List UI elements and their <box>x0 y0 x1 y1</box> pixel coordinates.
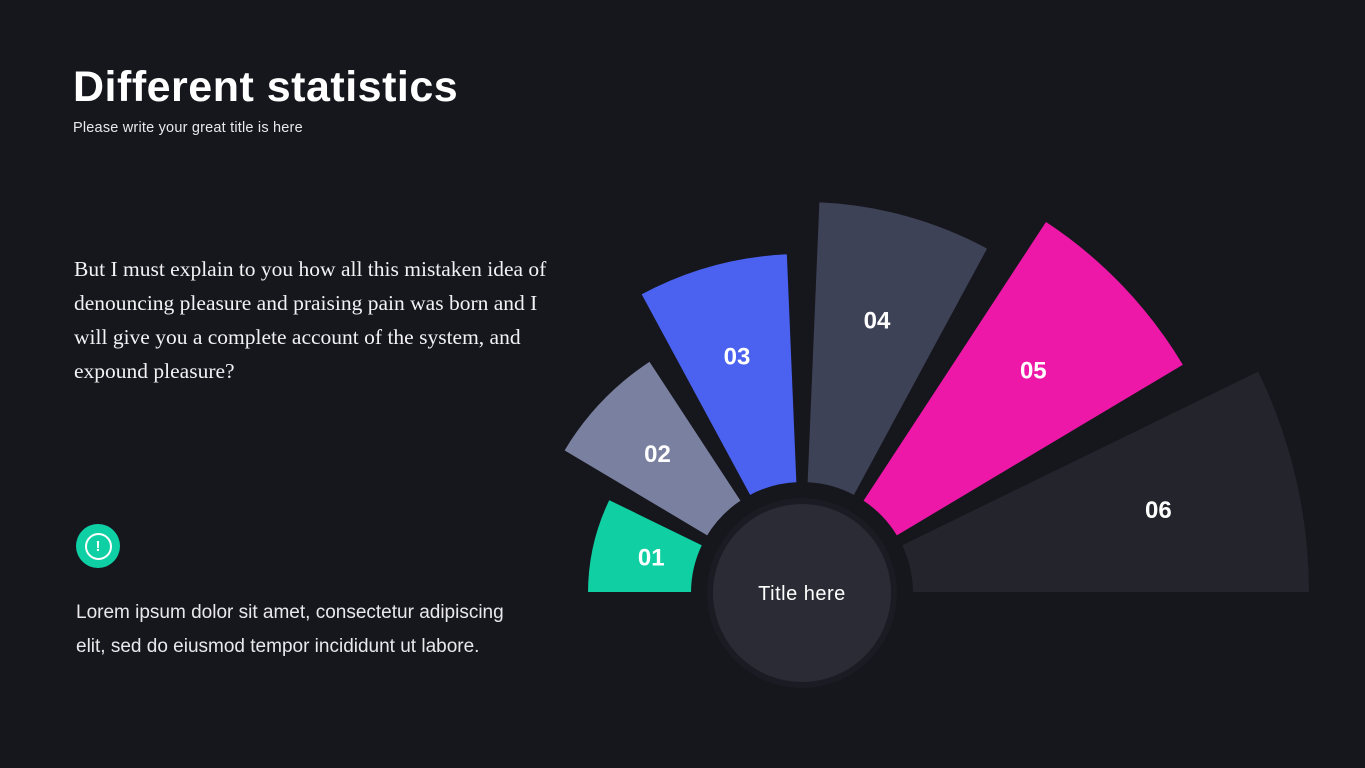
segment-04-label: 04 <box>864 307 891 334</box>
segment-01-wedge <box>585 497 705 594</box>
header: Different statistics Please write your g… <box>73 63 459 137</box>
segment-05-label: 05 <box>1020 358 1047 385</box>
page-subtitle: Please write your great title is here <box>73 120 303 137</box>
note-paragraph: Lorem ipsum dolor sit amet, consectetur … <box>76 602 504 657</box>
center-title: Title here <box>758 583 846 605</box>
body-paragraph: But I must explain to you how all this m… <box>74 257 547 383</box>
page-title: Different statistics <box>73 63 459 111</box>
segment-01-label: 01 <box>638 545 665 572</box>
segment-04-wedge <box>805 200 990 498</box>
exclamation-circle-icon: ! <box>76 524 120 568</box>
segment-05-wedge <box>860 219 1186 539</box>
segment-02-wedge <box>561 359 744 539</box>
note-block: ! Lorem ipsum dolor sit amet, consectetu… <box>76 524 506 664</box>
exclamation-glyph: ! <box>84 532 112 560</box>
segment-03-label: 03 <box>724 344 751 371</box>
center-circle <box>707 498 897 688</box>
segment-03-wedge <box>638 252 799 498</box>
segment-02-label: 02 <box>644 441 671 468</box>
segment-06-label: 06 <box>1145 497 1172 524</box>
segment-06-wedge <box>899 368 1312 594</box>
